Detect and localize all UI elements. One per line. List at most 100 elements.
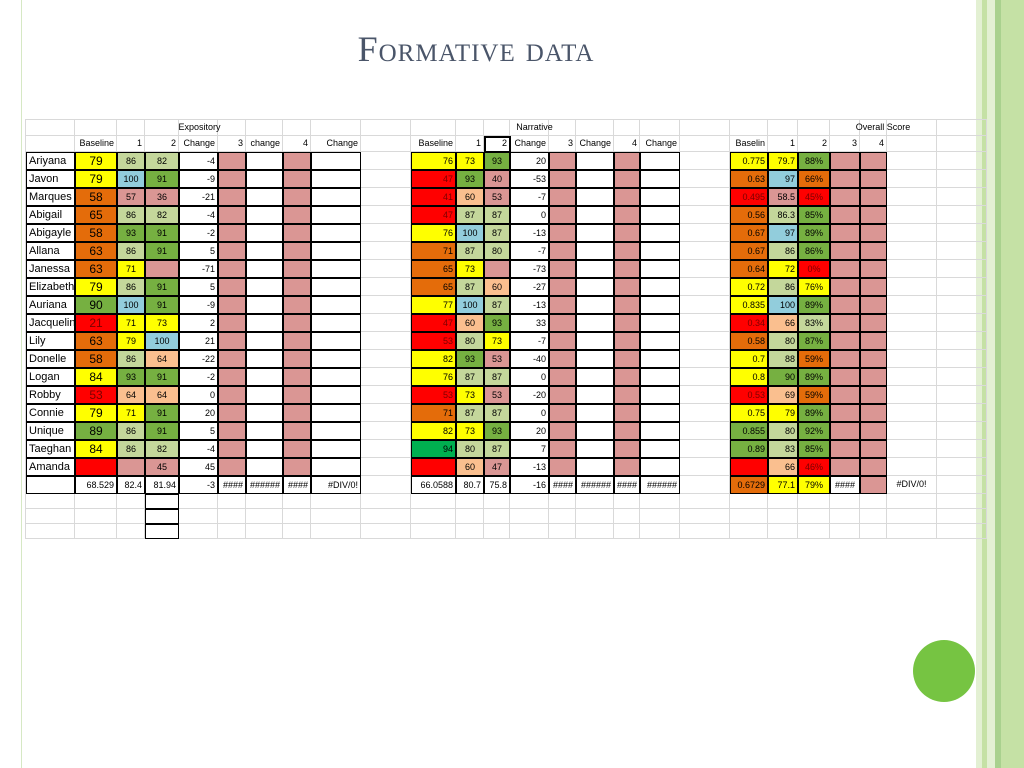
narrative-score-3[interactable] [549, 278, 576, 296]
narrative-change-3[interactable] [576, 188, 614, 206]
overall-score-2[interactable]: 85% [798, 206, 830, 224]
empty-cell[interactable] [411, 524, 456, 539]
empty-cell[interactable] [411, 509, 456, 524]
empty-cell[interactable] [680, 332, 730, 350]
expository-baseline[interactable]: 58 [75, 224, 117, 242]
overall-score-3[interactable] [830, 314, 860, 332]
overall-score-1[interactable]: 86.3 [768, 206, 798, 224]
empty-cell[interactable] [246, 494, 283, 509]
overall-score-2[interactable]: 89% [798, 224, 830, 242]
student-name[interactable]: Jacqueline [26, 314, 75, 332]
narrative-score-1[interactable]: 93 [456, 350, 484, 368]
narrative-score-2[interactable]: 87 [484, 368, 510, 386]
overall-score-3[interactable] [830, 386, 860, 404]
expository-score-4[interactable] [283, 386, 311, 404]
empty-cell[interactable] [680, 278, 730, 296]
empty-cell[interactable] [361, 152, 411, 170]
narrative-score-1[interactable]: 100 [456, 296, 484, 314]
empty-cell[interactable] [798, 120, 830, 136]
overall-average-4[interactable] [860, 476, 887, 494]
overall-score-1[interactable]: 88 [768, 350, 798, 368]
empty-cell[interactable] [510, 509, 549, 524]
overall-score-1[interactable]: 97 [768, 224, 798, 242]
expository-score-4[interactable] [283, 242, 311, 260]
expository-change-3[interactable] [246, 188, 283, 206]
header-narrative[interactable]: Baseline [411, 136, 456, 152]
expository-change[interactable]: 5 [179, 422, 218, 440]
overall-score-1[interactable]: 100 [768, 296, 798, 314]
expository-score-4[interactable] [283, 422, 311, 440]
overall-score-4[interactable] [860, 404, 887, 422]
narrative-change-3[interactable] [576, 314, 614, 332]
empty-cell[interactable] [361, 386, 411, 404]
student-name[interactable]: Janessa [26, 260, 75, 278]
overall-score-3[interactable] [830, 368, 860, 386]
expository-score-1[interactable]: 86 [117, 242, 145, 260]
overall-score-1[interactable]: 79 [768, 404, 798, 422]
empty-cell[interactable] [680, 350, 730, 368]
header-expository[interactable]: Change [311, 136, 361, 152]
empty-cell[interactable] [680, 440, 730, 458]
empty-cell[interactable] [937, 476, 987, 494]
header-overall[interactable]: 3 [830, 136, 860, 152]
narrative-score-4[interactable] [614, 278, 640, 296]
expository-change-3[interactable] [246, 296, 283, 314]
expository-change[interactable]: -4 [179, 152, 218, 170]
expository-change-3[interactable] [246, 368, 283, 386]
narrative-score-4[interactable] [614, 386, 640, 404]
expository-change[interactable]: -21 [179, 188, 218, 206]
expository-change-4[interactable] [311, 314, 361, 332]
overall-score-2[interactable]: 92% [798, 422, 830, 440]
narrative-baseline[interactable]: 71 [411, 404, 456, 422]
overall-score-4[interactable] [860, 386, 887, 404]
expository-score-3[interactable] [218, 296, 246, 314]
empty-cell[interactable] [361, 422, 411, 440]
expository-change-3[interactable] [246, 332, 283, 350]
student-name[interactable]: Logan [26, 368, 75, 386]
empty-cell[interactable] [484, 494, 510, 509]
overall-baseline[interactable]: 0.835 [730, 296, 768, 314]
empty-cell[interactable] [887, 332, 937, 350]
student-name[interactable]: Abigail [26, 206, 75, 224]
empty-cell[interactable] [860, 494, 887, 509]
narrative-change-4[interactable] [640, 422, 680, 440]
narrative-change-3[interactable] [576, 224, 614, 242]
expository-score-2[interactable]: 91 [145, 422, 179, 440]
empty-cell[interactable] [887, 440, 937, 458]
expository-change[interactable]: 5 [179, 278, 218, 296]
narrative-score-3[interactable] [549, 170, 576, 188]
empty-cell[interactable] [361, 278, 411, 296]
overall-baseline[interactable]: 0.56 [730, 206, 768, 224]
overall-baseline[interactable]: 0.67 [730, 224, 768, 242]
expository-change-3[interactable] [246, 260, 283, 278]
empty-cell[interactable] [937, 120, 987, 136]
empty-cell[interactable] [218, 509, 246, 524]
expository-score-3[interactable] [218, 458, 246, 476]
empty-cell[interactable] [887, 350, 937, 368]
expository-score-1[interactable]: 86 [117, 422, 145, 440]
empty-cell[interactable] [484, 524, 510, 539]
narrative-change-4[interactable] [640, 188, 680, 206]
expository-change[interactable]: 45 [179, 458, 218, 476]
overall-score-2[interactable]: 45% [798, 188, 830, 206]
expository-change-3[interactable] [246, 224, 283, 242]
empty-cell[interactable] [730, 494, 768, 509]
empty-cell[interactable] [937, 440, 987, 458]
narrative-baseline[interactable]: 71 [411, 242, 456, 260]
expository-score-4[interactable] [283, 278, 311, 296]
expository-score-1[interactable]: 71 [117, 314, 145, 332]
narrative-baseline[interactable]: 65 [411, 278, 456, 296]
expository-baseline[interactable]: 63 [75, 332, 117, 350]
expository-change-3[interactable] [246, 152, 283, 170]
empty-cell[interactable] [937, 136, 987, 152]
expository-score-3[interactable] [218, 422, 246, 440]
expository-score-4[interactable] [283, 458, 311, 476]
empty-cell[interactable] [411, 494, 456, 509]
empty-cell[interactable] [937, 170, 987, 188]
expository-score-3[interactable] [218, 242, 246, 260]
overall-baseline[interactable]: 0.7 [730, 350, 768, 368]
overall-score-1[interactable]: 72 [768, 260, 798, 278]
expository-score-3[interactable] [218, 278, 246, 296]
expository-change[interactable]: -9 [179, 170, 218, 188]
empty-cell[interactable] [680, 494, 730, 509]
